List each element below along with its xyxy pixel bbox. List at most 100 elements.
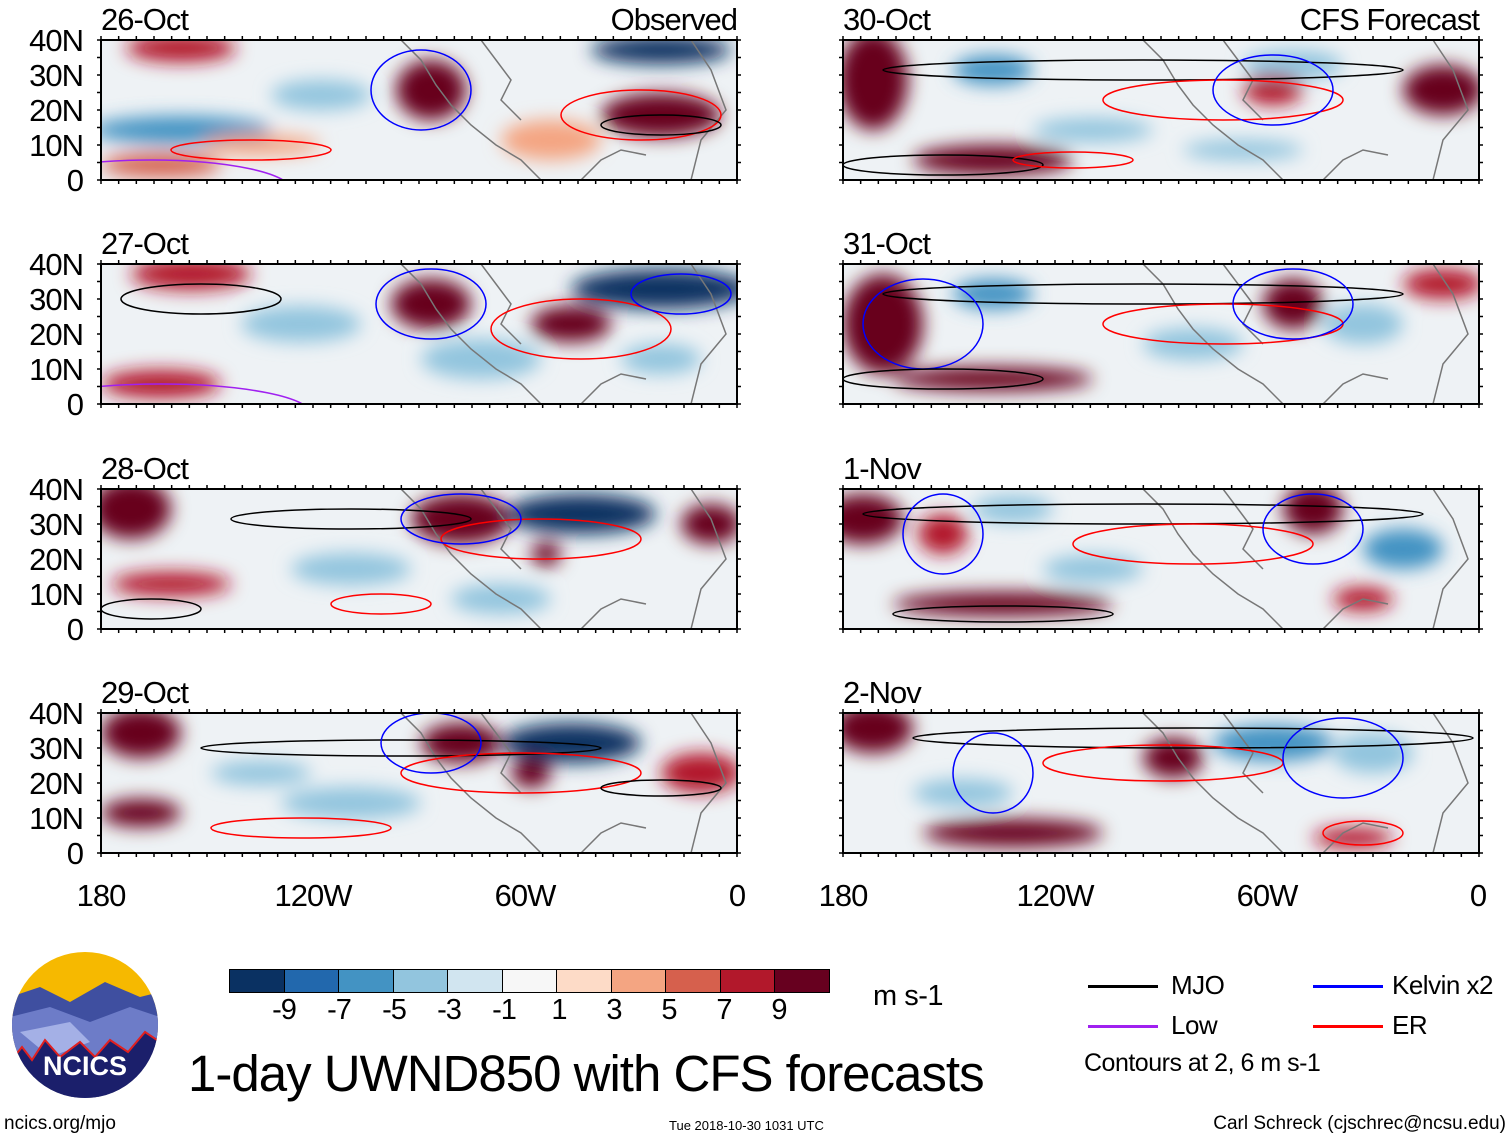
coastline (400, 264, 727, 404)
legend-line-kelvin (1313, 985, 1383, 988)
svg-text:NCICS: NCICS (43, 1051, 127, 1081)
legend-label-mjo: MJO (1171, 970, 1225, 1000)
wind-anomaly-core (476, 591, 526, 607)
y-tick: 30N (29, 58, 84, 93)
contour-line (1282, 717, 1404, 799)
y-tick: 20N (29, 317, 84, 352)
colorbar-swatch (775, 970, 829, 992)
contour-line (1232, 268, 1354, 340)
footer-author: Carl Schreck (cjschrec@ncsu.edu) (1213, 1113, 1506, 1134)
wind-anomaly-core (1423, 276, 1463, 292)
contour-line (1072, 523, 1314, 565)
contour-line (1322, 820, 1404, 846)
y-tick: 40N (29, 696, 84, 731)
y-tick: 30N (29, 507, 84, 542)
panel-date: 2-Nov (843, 675, 922, 710)
colorbar-label: -5 (382, 994, 407, 1026)
y-tick: 30N (29, 282, 84, 317)
wind-anomaly-core (1353, 743, 1393, 763)
map-panel: 26-Oct Observed 40N 30N 20N 10N 0 (29, 2, 741, 196)
y-tick: 0 (66, 612, 84, 647)
wind-anomaly-core (236, 767, 286, 779)
x-tick: 60W (1236, 878, 1299, 913)
wind-anomaly-core (943, 373, 1043, 385)
colorbar-label: -7 (327, 994, 352, 1026)
contour-line (1102, 79, 1344, 121)
contour-line (902, 493, 984, 575)
wind-anomaly-core (1068, 562, 1118, 576)
y-tick: 10N (29, 128, 84, 163)
wind-anomaly-core (551, 315, 591, 333)
x-tick: 120W (274, 878, 353, 913)
wind-anomaly-core (161, 266, 221, 282)
wind-anomaly-core (938, 786, 988, 800)
map-canvas (97, 485, 741, 633)
wind-anomaly-core (111, 494, 151, 524)
contour-line (370, 49, 472, 131)
wind-anomaly-core (973, 286, 1013, 302)
contour-line (400, 752, 642, 794)
wind-anomaly-core (973, 62, 1013, 78)
colorbar-swatch (720, 970, 775, 992)
y-tick: 40N (29, 247, 84, 282)
legend-label-er: ER (1392, 1010, 1428, 1040)
wind-anomaly-core (136, 123, 226, 137)
colorbar-label: 7 (716, 994, 732, 1026)
colorbar (229, 969, 830, 993)
map-panel: 31-Oct (839, 226, 1483, 408)
wind-anomaly-core (413, 75, 449, 105)
wind-anomaly-core (521, 765, 541, 781)
contour-line (210, 817, 392, 839)
wind-anomaly-core (231, 140, 291, 150)
panel-date: 31-Oct (843, 226, 931, 261)
contour-line (230, 508, 472, 530)
colorbar-swatch (611, 970, 666, 992)
legend-label-kelvin: Kelvin x2 (1392, 970, 1494, 1000)
panel-date: 26-Oct (101, 2, 189, 37)
contour-note: Contours at 2, 6 m s-1 (1084, 1049, 1321, 1077)
map-panel: 27-Oct 40N 30N 20N 10N 0 (29, 226, 741, 420)
wind-anomaly-core (131, 159, 191, 171)
wind-anomaly-core (441, 733, 481, 753)
x-tick: 180 (76, 878, 127, 913)
wind-anomaly-core (1333, 833, 1373, 843)
map-panel: 30-Oct CFS Forecast (839, 2, 1483, 184)
map-canvas (97, 260, 741, 408)
map-panel: 1-Nov (839, 451, 1483, 633)
y-tick: 10N (29, 577, 84, 612)
wind-anomaly-core (930, 524, 956, 544)
contour-line (600, 114, 722, 136)
legend-label-low: Low (1171, 1010, 1218, 1040)
contour-line (101, 598, 202, 620)
y-tick: 40N (29, 472, 84, 507)
contour-line (380, 713, 482, 774)
wind-anomaly-core (1423, 77, 1463, 103)
panel-date: 30-Oct (843, 2, 931, 37)
contour-line (882, 283, 1404, 305)
wind-anomaly-core (316, 795, 386, 811)
wind-anomaly-core (538, 548, 554, 560)
map-canvas (97, 709, 741, 857)
colorbar-swatch (393, 970, 448, 992)
coastline (400, 489, 727, 629)
ncics-logo: NCICS (12, 952, 158, 1098)
colorbar-label: -1 (492, 994, 517, 1026)
y-tick: 0 (66, 836, 84, 871)
colorbar-swatch (502, 970, 557, 992)
map-panel: 28-Oct 40N 30N 20N 10N 0 (29, 451, 741, 645)
wind-anomaly-core (1278, 291, 1308, 317)
contour-line (630, 273, 732, 315)
wind-anomaly-core (411, 291, 451, 317)
colorbar-swatch (339, 970, 394, 992)
wind-anomaly-core (843, 506, 883, 532)
wind-anomaly-core (1268, 57, 1318, 73)
colorbar-label: -3 (437, 994, 462, 1026)
x-tick: 60W (494, 878, 557, 913)
colorbar-label: 3 (606, 994, 622, 1026)
wind-anomaly-core (626, 43, 696, 57)
colorbar-units: m s-1 (873, 980, 944, 1012)
contour-line (912, 727, 1474, 749)
colorbar-swatch (666, 970, 721, 992)
wind-anomaly-core (1158, 748, 1188, 768)
x-tick: 0 (728, 878, 746, 913)
